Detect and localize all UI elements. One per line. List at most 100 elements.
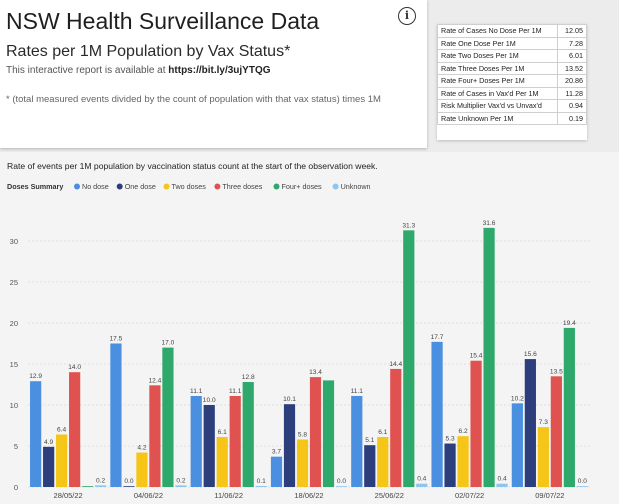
bar — [524, 359, 536, 487]
bar — [283, 404, 296, 487]
stats-row: Risk Multiplier Vax'd vs Unvax'd 0.94 — [437, 99, 587, 113]
bar — [255, 486, 267, 487]
bar — [175, 485, 187, 487]
data-label: 31.3 — [402, 222, 415, 229]
bar — [229, 395, 241, 487]
data-label: 0.2 — [96, 477, 105, 484]
link-prefix: This interactive report is available at — [6, 65, 169, 76]
bar — [43, 446, 55, 487]
y-tick-label: 5 — [14, 442, 18, 451]
page-title: NSW Health Surveillance Data — [6, 8, 320, 34]
legend-marker — [74, 183, 80, 190]
bar — [95, 485, 107, 487]
data-label: 11.1 — [190, 388, 203, 395]
bar — [123, 486, 135, 487]
data-label: 10.2 — [511, 395, 524, 402]
stats-label: Risk Multiplier Vax'd vs Unvax'd — [437, 99, 558, 113]
data-label: 12.8 — [242, 374, 255, 381]
data-label: 15.4 — [470, 353, 483, 360]
bar — [309, 377, 322, 487]
stats-label: Rate of Cases in Vax'd Per 1M — [437, 86, 558, 100]
legend-title: Doses Summary — [7, 182, 63, 191]
bar — [537, 427, 549, 487]
data-label: 3.7 — [272, 449, 281, 456]
data-label: 0.0 — [578, 478, 587, 485]
x-tick-label: 09/07/22 — [535, 491, 564, 500]
data-label: 10.0 — [203, 397, 216, 404]
bar-chart: Rate of events per 1M population by vacc… — [7, 161, 590, 500]
data-label: 6.1 — [218, 429, 227, 436]
legend-entry: One dose — [125, 182, 156, 191]
y-tick-label: 25 — [10, 278, 18, 287]
stats-value: 11.28 — [557, 86, 587, 100]
data-label: 5.8 — [298, 431, 307, 438]
bar — [56, 434, 68, 487]
report-link[interactable]: https://bit.ly/3ujYTQG — [168, 65, 271, 76]
data-label: 31.6 — [483, 220, 496, 227]
stats-row: Rate Unknown Per 1M 0.19 — [437, 111, 587, 125]
stats-value: 6.01 — [557, 49, 587, 63]
y-tick-label: 10 — [10, 401, 18, 410]
legend-entry: No dose — [82, 182, 109, 191]
report-header: NSW Health Surveillance Data Rates per 1… — [0, 0, 427, 148]
stats-card: Rate of Cases No Dose Per 1M 12.05 Rate On… — [437, 24, 587, 140]
y-tick-label: 30 — [10, 237, 18, 246]
y-tick-label: 0 — [14, 483, 18, 492]
bar — [216, 436, 228, 487]
stats-value: 0.94 — [557, 99, 587, 113]
data-label: 4.2 — [137, 445, 146, 452]
info-icon[interactable]: i — [398, 7, 416, 25]
bar — [162, 347, 174, 487]
data-label: 19.4 — [563, 320, 576, 327]
bar — [296, 439, 309, 487]
legend-marker — [214, 183, 221, 190]
bar — [511, 403, 523, 487]
data-label: 13.4 — [309, 369, 322, 376]
stats-label: Rate of Cases No Dose Per 1M — [437, 24, 558, 38]
bar — [563, 327, 575, 487]
data-label: 13.5 — [550, 368, 563, 375]
stats-label: Rate Four+ Doses Per 1M — [437, 74, 558, 88]
data-label: 11.1 — [351, 388, 364, 395]
legend-marker — [116, 183, 123, 190]
bar — [496, 483, 508, 487]
x-tick-label: 04/06/22 — [134, 491, 163, 500]
bar — [82, 486, 94, 487]
data-label: 12.9 — [29, 373, 42, 380]
data-label: 0.0 — [124, 478, 133, 485]
stats-row: Rate Four+ Doses Per 1M 20.86 — [437, 74, 587, 88]
x-tick-label: 18/06/22 — [294, 491, 323, 500]
y-tick-label: 15 — [10, 360, 18, 369]
stats-value: 12.05 — [557, 24, 587, 38]
bar — [431, 341, 443, 487]
chart-panel: Rate of events per 1M population by vacc… — [0, 152, 619, 504]
stats-label: Rate One Dose Per 1M — [437, 36, 558, 50]
bar — [444, 443, 456, 487]
data-label: 17.7 — [431, 334, 444, 341]
legend-entry: Four+ doses — [282, 182, 323, 191]
bar — [242, 382, 254, 487]
stats-label: Rate Unknown Per 1M — [437, 111, 558, 125]
data-label: 14.0 — [68, 364, 81, 371]
data-label: 17.5 — [110, 336, 123, 343]
data-label: 14.4 — [389, 361, 402, 368]
legend-marker — [332, 183, 339, 190]
bar — [550, 376, 562, 487]
data-label: 12.4 — [149, 377, 162, 384]
bar — [403, 230, 415, 487]
stats-row: Rate Three Doses Per 1M 13.52 — [437, 61, 587, 75]
bar — [203, 405, 215, 487]
data-label: 6.1 — [378, 429, 387, 436]
data-label: 0.2 — [176, 477, 185, 484]
bar — [136, 452, 148, 487]
data-label: 0.1 — [257, 478, 266, 485]
data-label: 0.4 — [497, 476, 506, 483]
stats-value: 20.86 — [557, 74, 587, 88]
footnote: * (total measured events divided by the … — [6, 94, 381, 105]
bar — [377, 436, 389, 487]
legend-entry: Three doses — [222, 182, 262, 191]
chart-title: Rate of events per 1M population by vacc… — [7, 161, 378, 171]
bar — [470, 360, 482, 487]
bar — [30, 381, 42, 487]
data-label: 0.4 — [417, 476, 426, 483]
